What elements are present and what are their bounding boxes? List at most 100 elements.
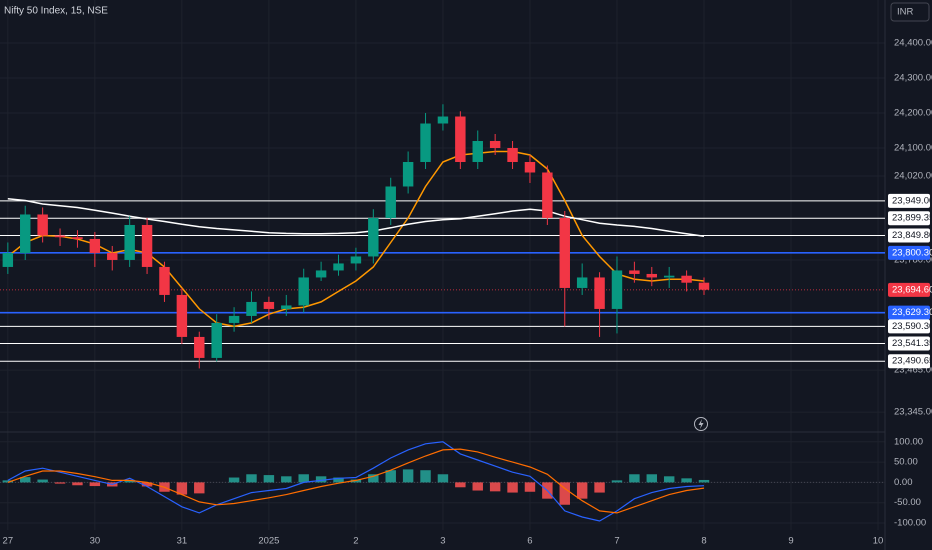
histogram-bar — [576, 482, 588, 499]
icon-bolt[interactable] — [698, 419, 704, 429]
level-tag-label: 23,541.35 — [892, 338, 932, 349]
candle-body — [263, 301, 275, 309]
x-tick-label: 31 — [177, 536, 188, 547]
level-tag-label: 23,800.30 — [892, 247, 932, 258]
level-tag — [888, 211, 930, 226]
histogram-bar — [228, 477, 240, 483]
histogram-bar — [176, 482, 188, 495]
moving-average — [7, 197, 705, 237]
histogram-bar — [89, 482, 101, 487]
histogram-bar — [524, 482, 536, 492]
candle-body — [524, 161, 536, 173]
candle-body — [141, 224, 153, 267]
histogram-bar — [646, 474, 658, 483]
histogram-bar — [472, 482, 483, 491]
candle-body — [594, 277, 605, 309]
candle-body — [107, 252, 118, 260]
candle-body — [194, 336, 205, 358]
x-tick-label: 2 — [353, 536, 358, 547]
histogram-bar — [54, 482, 66, 484]
currency[interactable]: INR — [897, 7, 914, 18]
candle-body — [315, 270, 327, 278]
level-tag-label: 23,899.35 — [892, 213, 932, 224]
candle-body — [333, 263, 344, 271]
moving-average — [7, 150, 705, 328]
histogram-bar — [594, 482, 605, 493]
candle-body — [72, 237, 83, 239]
histogram-bar — [507, 482, 518, 493]
level-tag — [888, 193, 930, 208]
level-tag — [888, 336, 930, 351]
candle-body — [698, 282, 710, 290]
x-tick-label: 10 — [873, 536, 884, 547]
candle-body — [124, 224, 135, 260]
candle-body — [455, 116, 466, 162]
histogram-bar — [385, 470, 396, 483]
y-tick-label: 24,300.00 — [894, 73, 932, 84]
candle-body — [298, 277, 309, 306]
level-tag — [888, 305, 930, 320]
y2-tick-label: -50.00 — [894, 497, 921, 508]
y-tick-label: 23,780.00 — [894, 254, 932, 265]
candle-body — [489, 141, 501, 148]
candle-body — [559, 217, 570, 288]
level-tag-label: 23,849.80 — [892, 230, 932, 241]
candle-body — [472, 141, 483, 162]
histogram-bar — [663, 476, 675, 483]
candle-body — [176, 294, 188, 337]
histogram-bar — [420, 470, 431, 483]
y-tick-label: 24,100.00 — [894, 143, 932, 154]
level-tag-label: 23,490.65 — [892, 356, 932, 367]
candle-body — [611, 270, 623, 309]
histogram-bar — [681, 478, 692, 483]
candle-body — [576, 277, 588, 288]
histogram-bar — [2, 480, 14, 483]
histogram-bar — [611, 480, 623, 483]
histogram-bar — [37, 479, 48, 483]
y-tick-label: 24,020.00 — [894, 171, 932, 182]
currency-box[interactable] — [890, 2, 930, 22]
x-tick-label: 8 — [701, 536, 706, 547]
level-tag — [888, 319, 930, 334]
level-tag-label: 23,629.30 — [892, 307, 932, 318]
y-tick-label: 24,200.00 — [894, 108, 932, 119]
level-tag-label: 23,949.00 — [892, 195, 932, 206]
candle-body — [420, 123, 431, 162]
histogram-bar — [437, 474, 449, 483]
histogram-bar — [629, 474, 640, 483]
y-tick-label: 24,400.00 — [894, 38, 932, 49]
x-tick-label: 30 — [90, 536, 101, 547]
x-tick-label: 2025 — [258, 536, 279, 547]
histogram-bar — [298, 474, 309, 483]
candle-body — [211, 322, 222, 358]
candle-body — [20, 214, 31, 253]
candle-body — [542, 172, 553, 218]
histogram-bar — [315, 476, 327, 483]
icon-ring[interactable] — [694, 417, 708, 431]
symbol-title: Nifty 50 Index, 15, NSE — [4, 6, 108, 17]
level-tag — [888, 245, 930, 260]
level-tag — [888, 354, 930, 369]
histogram-bar — [402, 469, 414, 483]
candle-body — [350, 256, 362, 264]
histogram-bar — [698, 479, 710, 483]
histogram-bar — [368, 474, 379, 483]
level-tag — [888, 228, 930, 243]
x-tick-label: 9 — [788, 536, 793, 547]
replay-icon[interactable] — [694, 417, 708, 431]
y2-tick-label: 0.00 — [894, 477, 913, 488]
x-tick-label: 3 — [440, 536, 445, 547]
candle-body — [228, 315, 240, 323]
level-tag — [888, 282, 930, 297]
histogram-bar — [333, 477, 344, 483]
x-tick-label: 27 — [3, 536, 14, 547]
y-tick-label: 23,465.00 — [894, 365, 932, 376]
histogram-bar — [194, 482, 205, 494]
candle-body — [646, 273, 658, 278]
candle-body — [385, 186, 396, 218]
histogram-bar — [141, 482, 153, 487]
histogram-bar — [559, 482, 570, 505]
